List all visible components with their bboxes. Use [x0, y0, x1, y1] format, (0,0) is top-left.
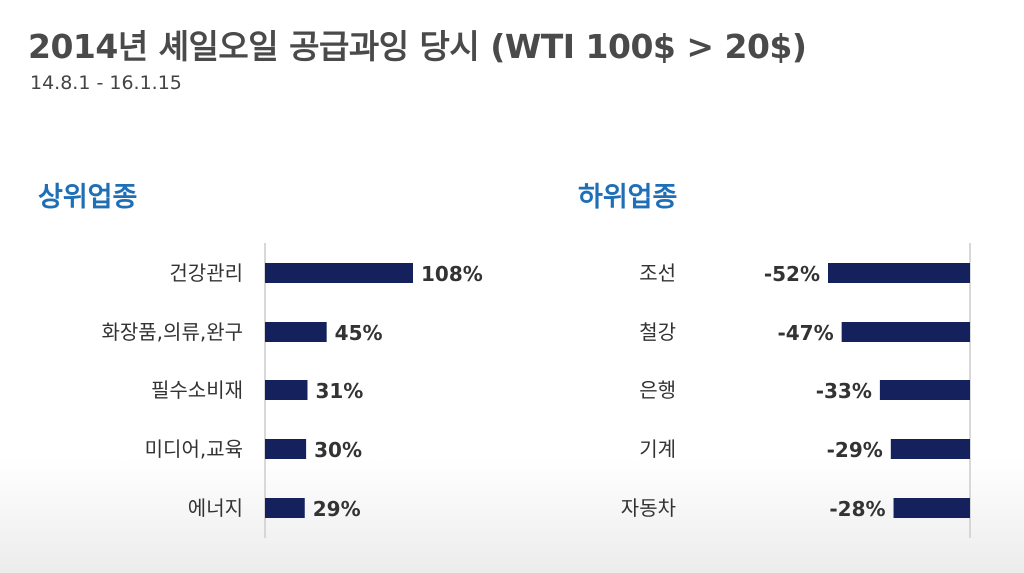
- top-bar: [265, 322, 327, 342]
- top-bar: [265, 380, 308, 400]
- bottom-value-label: -29%: [827, 438, 883, 462]
- bottom-value-label: -33%: [816, 379, 872, 403]
- top-category-label: 화장품,의류,완구: [101, 320, 243, 344]
- date-range: 14.8.1 - 16.1.15: [30, 72, 182, 94]
- bottom-category-label: 기계: [639, 437, 676, 461]
- bottom-bar: [828, 263, 970, 283]
- bottom-sectors-title: 하위업종: [578, 182, 678, 213]
- top-category-label: 미디어,교육: [145, 437, 243, 461]
- top-value-label: 45%: [335, 321, 383, 345]
- top-sectors-title: 상위업종: [38, 182, 138, 213]
- bottom-category-label: 조선: [639, 261, 676, 285]
- top-value-label: 30%: [314, 438, 362, 462]
- top-category-label: 건강관리: [169, 261, 243, 285]
- bottom-value-label: -52%: [764, 262, 820, 286]
- top-sectors-bar-chart: 건강관리 108% 화장품,의류,완구 45% 필수소비재 31% 미디어,교육 30% 에너지…: [101, 243, 483, 538]
- top-value-label: 108%: [421, 262, 483, 286]
- top-value-label: 29%: [313, 497, 361, 521]
- top-bar: [265, 439, 307, 459]
- bottom-value-label: -47%: [777, 321, 833, 345]
- top-bar: [265, 263, 413, 283]
- top-category-label: 필수소비재: [151, 378, 243, 402]
- bottom-category-label: 은행: [639, 378, 676, 402]
- top-value-label: 31%: [315, 379, 363, 403]
- bottom-category-label: 자동차: [621, 496, 676, 520]
- top-bar: [265, 498, 305, 518]
- bottom-bar: [893, 498, 970, 518]
- bottom-bar: [890, 439, 970, 459]
- page-title: 2014년 셰일오일 공급과잉 당시 (WTI 100$ > 20$): [28, 27, 807, 66]
- top-category-label: 에너지: [188, 496, 243, 520]
- bottom-bar: [841, 322, 970, 342]
- bottom-value-label: -28%: [829, 497, 885, 521]
- bottom-bar: [879, 380, 970, 400]
- bottom-category-label: 철강: [639, 320, 676, 344]
